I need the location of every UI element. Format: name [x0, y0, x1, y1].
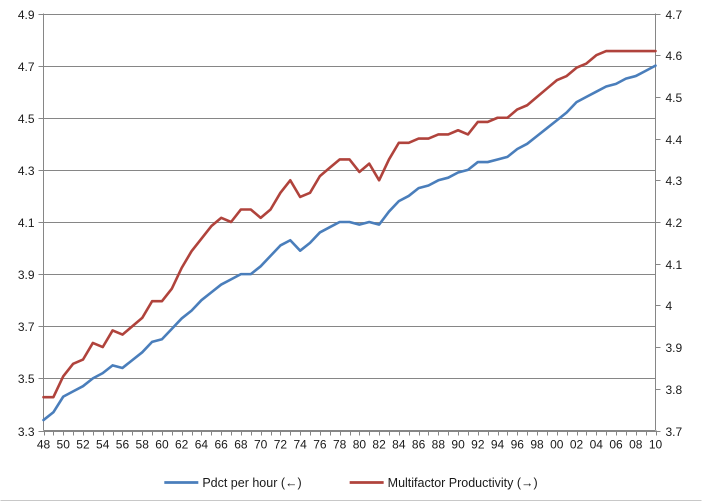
x-axis-tick-label: 98: [530, 438, 544, 452]
x-axis-tick-label: 56: [116, 438, 130, 452]
left-axis-ticks: [38, 14, 44, 432]
x-axis-tick-label: 82: [372, 438, 386, 452]
left-axis-tick-label: 4.5: [18, 112, 35, 126]
x-axis-tick-label: 68: [234, 438, 248, 452]
right-axis-tick-label: 4.5: [666, 91, 683, 105]
x-axis-tick-label: 96: [511, 438, 525, 452]
left-axis-tick-label: 4.1: [18, 216, 35, 230]
right-axis-tick-label: 3.7: [666, 425, 683, 439]
x-axis-tick-label: 58: [136, 438, 150, 452]
x-axis-tick-label: 50: [57, 438, 71, 452]
x-axis-tick-label: 88: [432, 438, 446, 452]
x-axis-tick-label: 66: [214, 438, 228, 452]
x-axis-tick-label: 10: [649, 438, 663, 452]
right-axis-tick-label: 4.4: [666, 133, 683, 147]
right-axis-tick-label: 3.8: [666, 383, 683, 397]
left-axis-tick-label: 3.7: [18, 320, 35, 334]
x-axis-tick-label: 94: [491, 438, 505, 452]
x-axis-tick-label: 06: [609, 438, 623, 452]
right-axis-tick-label: 4.2: [666, 216, 683, 230]
x-axis-tick-label: 70: [254, 438, 268, 452]
left-axis-tick-label: 4.3: [18, 164, 35, 178]
x-axis-tick-label: 52: [76, 438, 90, 452]
x-axis-ticks: [44, 430, 657, 436]
right-axis-labels: 3.7 3.8 3.9 4 4.1 4.2 4.3 4.4 4.5 4.6 4.7: [666, 8, 683, 439]
left-axis-tick-label: 3.9: [18, 268, 35, 282]
x-axis-tick-label: 92: [471, 438, 485, 452]
left-axis-tick-label: 4.9: [18, 8, 35, 22]
right-axis-tick-label: 4.7: [666, 8, 683, 22]
right-axis-tick-label: 4: [666, 299, 673, 313]
right-axis-tick-label: 4.6: [666, 49, 683, 63]
left-axis-tick-label: 4.7: [18, 60, 35, 74]
x-axis-labels: 48 50 52 54 56 58 60 62 64 66 68 70 72 74 76 78 80 82 84 86…: [37, 438, 663, 452]
left-axis-labels: 3.3 3.5 3.7 3.9 4.1 4.3 4.5 4.7 4.9: [18, 8, 35, 439]
x-axis-tick-label: 00: [550, 438, 564, 452]
x-axis-tick-label: 48: [37, 438, 51, 452]
legend-label-0: Pdct per hour (←): [202, 476, 301, 490]
right-axis-tick-label: 4.3: [666, 174, 683, 188]
x-axis-tick-label: 78: [333, 438, 347, 452]
right-axis-tick-label: 3.9: [666, 341, 683, 355]
x-axis-tick-label: 54: [96, 438, 110, 452]
x-axis-tick-label: 80: [353, 438, 367, 452]
left-axis-tick-label: 3.5: [18, 372, 35, 386]
x-axis-tick-label: 60: [155, 438, 169, 452]
right-axis-tick-label: 4.1: [666, 258, 683, 272]
series-line-pdct-per-hour: [42, 64, 657, 422]
x-axis-tick-label: 84: [392, 438, 406, 452]
x-axis-tick-label: 02: [570, 438, 584, 452]
x-axis-tick-label: 64: [195, 438, 209, 452]
legend-label-1: Multifactor Productivity (→): [388, 476, 538, 490]
x-axis-tick-label: 04: [590, 438, 604, 452]
x-axis-tick-label: 72: [274, 438, 288, 452]
right-axis-ticks: [655, 14, 661, 432]
x-axis-tick-label: 08: [629, 438, 643, 452]
series-lines: [42, 49, 657, 422]
left-axis-tick-label: 3.3: [18, 425, 35, 439]
series-line-multifactor-productivity: [42, 49, 657, 399]
chart-legend: Pdct per hour (←) Multifactor Productivit…: [0, 476, 702, 501]
x-axis-tick-label: 90: [451, 438, 465, 452]
x-axis-tick-label: 62: [175, 438, 189, 452]
x-axis-tick-label: 76: [313, 438, 327, 452]
x-axis-tick-label: 86: [412, 438, 426, 452]
x-axis-tick-label: 74: [293, 438, 307, 452]
